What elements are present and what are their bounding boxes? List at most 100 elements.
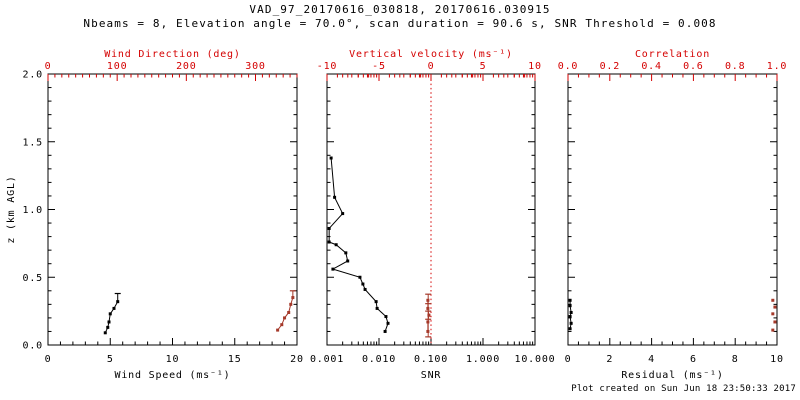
- data-point: [287, 310, 291, 314]
- data-point: [773, 320, 777, 324]
- data-point: [383, 329, 387, 333]
- data-point: [106, 325, 110, 329]
- x-tick-label: 1.000: [466, 354, 500, 365]
- plot-title: VAD_97_20170616_030818, 20170616.030915: [249, 3, 551, 16]
- data-point: [107, 320, 111, 324]
- data-point: [375, 306, 379, 310]
- data-point: [568, 315, 572, 319]
- data-point: [291, 296, 295, 300]
- x-tick-label: 8: [732, 354, 739, 365]
- x-tick-label: 6: [690, 354, 697, 365]
- x-tick-label: 10.000: [515, 354, 556, 365]
- data-point: [280, 323, 284, 327]
- x-tick-label: 20: [290, 354, 304, 365]
- series-wind-speed: [103, 292, 121, 335]
- x-tick-label: 10: [770, 354, 784, 365]
- plot-timestamp: Plot created on Sun Jun 18 23:50:33 2017: [571, 384, 796, 394]
- data-point: [363, 287, 367, 291]
- data-point: [358, 275, 362, 279]
- data-point: [568, 327, 572, 331]
- bottom-axis-title: Residual (ms⁻¹): [621, 370, 723, 381]
- top-tick-label: 0.4: [641, 61, 661, 72]
- x-tick-label: 0.010: [362, 354, 396, 365]
- data-point: [426, 298, 430, 302]
- panel-wind: 0.0 0.5 1.0 1.5 2.0 z (km AGL) 0 5 10 15 20 Wind Sp…: [6, 49, 304, 381]
- data-point: [426, 329, 430, 333]
- data-point: [341, 212, 345, 216]
- top-axis-title: Wind Direction (deg): [104, 49, 240, 60]
- data-point: [569, 310, 573, 314]
- data-point: [771, 312, 775, 316]
- data-point: [346, 259, 350, 263]
- data-point: [329, 156, 333, 160]
- data-point: [569, 321, 573, 325]
- top-tick-label: 300: [245, 61, 265, 72]
- top-tick-label: 0: [45, 61, 52, 72]
- x-tick-label: 4: [648, 354, 655, 365]
- top-tick-label: 0: [428, 61, 435, 72]
- plot-subtitle: Nbeams = 8, Elevation angle = 70.0°, sca…: [83, 17, 717, 30]
- data-point: [327, 240, 331, 244]
- top-axis-title: Correlation: [635, 49, 710, 60]
- data-point: [103, 331, 107, 335]
- top-tick-label: 0.0: [558, 61, 578, 72]
- series-snr-profile: [327, 156, 390, 333]
- y-axis-title: z (km AGL): [6, 175, 17, 243]
- panel-residual: 0 2 4 6 8 10 Residual (ms⁻¹) 0.0 0.2 0.4 0.6 0.8 1.0…: [558, 49, 787, 381]
- top-tick-label: 0.2: [600, 61, 620, 72]
- x-tick-label: 0: [565, 354, 572, 365]
- data-point: [327, 226, 331, 230]
- y-tick-label: 1.5: [23, 137, 43, 148]
- y-tick-label: 0.5: [23, 273, 43, 284]
- data-point: [773, 305, 777, 309]
- data-point: [331, 267, 335, 271]
- top-axis-title: Vertical velocity (ms⁻¹): [349, 49, 513, 60]
- data-point: [361, 282, 365, 286]
- x-tick-label: 0.001: [310, 354, 344, 365]
- series-wind-direction: [276, 290, 296, 332]
- data-point: [427, 313, 431, 317]
- top-tick-label: 5: [480, 61, 487, 72]
- x-tick-label: 5: [107, 354, 114, 365]
- data-point: [426, 320, 430, 324]
- data-point: [771, 298, 775, 302]
- data-point: [334, 243, 338, 247]
- data-point: [112, 306, 116, 310]
- y-tick-label: 1.0: [23, 205, 43, 216]
- data-point: [568, 304, 572, 308]
- data-point: [108, 312, 112, 316]
- series-correlation: [771, 298, 777, 332]
- x-tick-label: 0.100: [414, 354, 448, 365]
- x-tick-label: 10: [166, 354, 180, 365]
- x-tick-label: 2: [606, 354, 613, 365]
- data-point: [771, 328, 775, 332]
- top-tick-label: -5: [372, 61, 386, 72]
- x-tick-label: 15: [228, 354, 242, 365]
- data-point: [344, 251, 348, 255]
- data-point: [374, 300, 378, 304]
- x-tick-label: 0: [45, 354, 52, 365]
- data-point: [116, 300, 120, 304]
- y-tick-label: 0.0: [23, 341, 43, 352]
- top-tick-label: 200: [176, 61, 196, 72]
- bottom-axis-title: Wind Speed (ms⁻¹): [115, 370, 231, 381]
- data-point: [333, 195, 337, 199]
- series-residual: [568, 298, 573, 331]
- data-point: [426, 306, 430, 310]
- bottom-axis-title: SNR: [421, 370, 442, 381]
- data-point: [384, 315, 388, 319]
- series-vertical-velocity: [425, 293, 432, 338]
- y-tick-label: 2.0: [23, 70, 43, 81]
- panel-snr: 0.001 0.010 0.100 1.000 10.000 SNR -10 -5 0 5 10 Ve…: [310, 49, 556, 381]
- data-point: [289, 302, 293, 306]
- top-tick-label: 10: [528, 61, 542, 72]
- top-tick-label: 100: [107, 61, 127, 72]
- data-point: [568, 298, 572, 302]
- data-point: [386, 321, 390, 325]
- top-tick-label: 0.8: [725, 61, 745, 72]
- data-point: [276, 328, 280, 332]
- top-tick-label: 0.6: [683, 61, 703, 72]
- top-tick-label: 1.0: [767, 61, 787, 72]
